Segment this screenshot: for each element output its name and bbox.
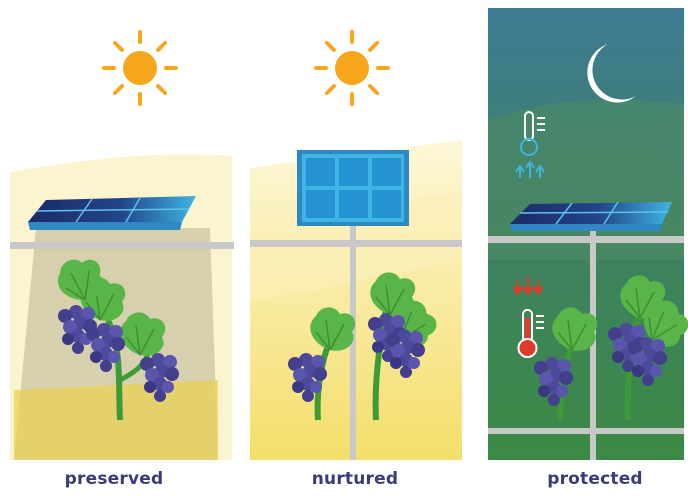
- sun-icon: [314, 30, 390, 106]
- post: [350, 222, 356, 460]
- caption-nurtured: nurtured: [311, 469, 399, 489]
- rail: [10, 242, 234, 249]
- solar-panel-icon: [297, 150, 409, 226]
- caption-preserved: preserved: [64, 469, 164, 489]
- panel-preserved: [10, 30, 234, 460]
- rail: [488, 236, 684, 243]
- panel-nurtured: [250, 30, 462, 460]
- grapevine-icon: [288, 271, 444, 421]
- sun-icon: [102, 30, 178, 106]
- rail: [250, 240, 462, 247]
- grapevine-icon: [51, 250, 179, 421]
- panel-protected: [488, 8, 688, 460]
- thermometer-warm-icon: [512, 276, 544, 358]
- rail: [488, 428, 684, 434]
- solar-panel-icon: [28, 196, 196, 230]
- caption-protected: protected: [547, 469, 643, 489]
- grapevine-icon: [534, 274, 688, 421]
- solar-panel-icon: [510, 201, 672, 231]
- thermometer-cold-icon: [515, 111, 545, 178]
